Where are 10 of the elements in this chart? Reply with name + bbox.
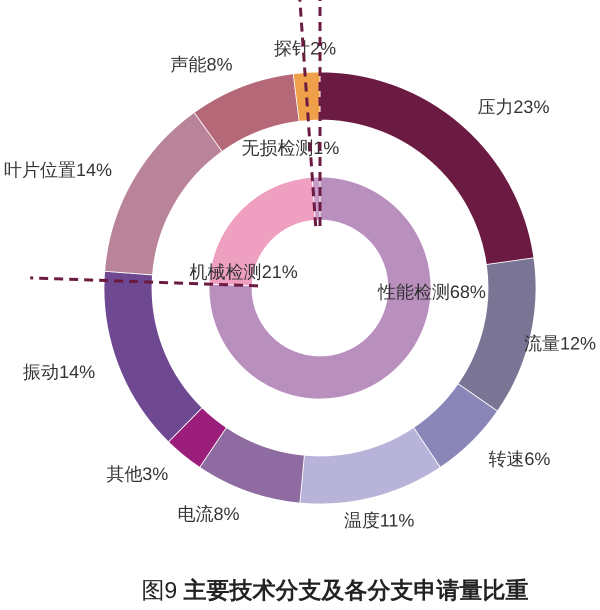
slice-label: 温度11% [344,510,414,531]
text: 图9 主要技术分支及各分支申请量比重 [141,577,529,603]
slice-label: 机械检测21% [190,262,298,282]
slice-label: 声能8% [170,54,232,75]
slice-label: 转速6% [488,449,550,470]
slice-label: 振动14% [23,362,96,382]
slice-label: 电流8% [177,504,240,524]
slice-label: 叶片位置14% [4,160,112,180]
slice-label: 压力23% [477,96,550,117]
slice-label: 其他3% [106,464,168,484]
